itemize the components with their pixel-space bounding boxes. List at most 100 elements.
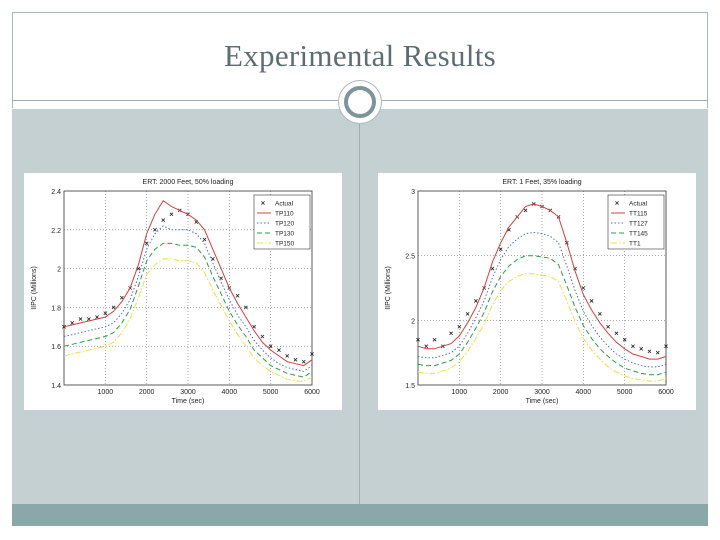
x-tick-label: 1000: [98, 389, 114, 396]
data-point-actual: [655, 350, 660, 355]
data-point-actual: [111, 305, 116, 310]
data-point-actual: [161, 218, 166, 222]
chart-panel-left: 1.4 1.6 1.8 2 2.2 2.4 1000 2000 3000 4000 5000 6000…: [24, 173, 342, 410]
chart-left: 1.4 1.6 1.8 2 2.2 2.4 1000 2000 3000 4000 5000 6000…: [31, 179, 320, 405]
chart-title: ERT: 1 Feet, 35% loading: [502, 179, 581, 186]
data-point-actual: [119, 295, 124, 300]
data-point-actual: [202, 237, 207, 242]
legend-label: TT115: [629, 211, 648, 218]
y-tick-label: 2.5: [405, 254, 415, 261]
data-point-actual: [606, 324, 611, 329]
series-line-tp110: [63, 199, 313, 367]
y-tick-label: 2: [411, 318, 415, 325]
x-tick-label: 3000: [180, 389, 196, 396]
data-point-actual: [169, 212, 174, 217]
x-tick-label: 5000: [617, 389, 633, 396]
data-point-actual: [260, 334, 265, 339]
data-point-actual: [70, 321, 75, 325]
legend-label: TP120: [275, 221, 295, 228]
series-line-tt145: [417, 255, 667, 376]
legend-label: TT1: [629, 241, 641, 248]
data-point-actual: [457, 324, 462, 329]
slide-title: Experimental Results: [223, 38, 497, 73]
data-point-actual: [631, 344, 635, 349]
data-point-actual: [310, 352, 314, 356]
title-rule-right: [382, 100, 708, 101]
x-tick-label: 4000: [222, 389, 238, 396]
data-point-actual: [285, 354, 290, 358]
y-tick-label: 3: [411, 189, 415, 196]
legend-label: TT145: [629, 231, 648, 238]
data-point-actual: [293, 357, 298, 362]
data-point-actual: [153, 227, 157, 232]
y-tick-label: 1.5: [405, 383, 415, 390]
data-point-actual: [301, 359, 306, 364]
y-tick-label: 1.6: [51, 344, 61, 351]
x-tick-label: 6000: [658, 389, 674, 396]
chart-title: ERT: 2000 Feet, 50% loading: [143, 179, 234, 186]
legend-box: [607, 194, 665, 250]
chart-panel-right: 1.5 2 2.5 3 1000 2000 3000 4000 5000 6000 ERT: 1 F…: [378, 173, 696, 410]
data-point-actual: [465, 311, 470, 316]
series-line-tt1: [417, 273, 667, 382]
x-tick-label: 6000: [304, 389, 320, 396]
data-point-actual: [103, 311, 108, 316]
data-point-actual: [252, 324, 257, 329]
series-line-tp130: [63, 242, 313, 378]
data-point-actual: [95, 315, 99, 319]
column-divider: [359, 124, 360, 504]
x-tick-label: 5000: [263, 389, 279, 396]
x-tick-label: 4000: [576, 389, 592, 396]
footer-bar: [12, 504, 708, 526]
series-line-tt115: [417, 203, 667, 360]
y-tick-label: 2.4: [51, 189, 61, 196]
legend-label: TP150: [275, 241, 295, 248]
y-tick-label: 1.4: [51, 383, 61, 390]
data-point-actual: [86, 317, 91, 321]
data-point-actual: [664, 344, 668, 349]
x-tick-label: 3000: [534, 389, 550, 396]
legend-box: [253, 194, 311, 250]
y-tick-label: 2.2: [51, 228, 61, 235]
title-rule-left: [12, 100, 338, 101]
title-circle-ornament: [338, 80, 382, 124]
x-axis-label: Time (sec): [526, 398, 559, 405]
data-point-actual: [432, 337, 437, 342]
data-point-actual: [268, 344, 273, 349]
data-point-actual: [449, 331, 453, 336]
legend-label: Actual: [275, 201, 294, 208]
data-point-actual: [235, 293, 240, 298]
legend-label: TT127: [629, 221, 648, 228]
data-point-actual: [581, 286, 586, 290]
x-tick-label: 2000: [139, 389, 155, 396]
y-tick-label: 1.8: [51, 305, 61, 312]
y-tick-label: 2: [57, 267, 61, 274]
series-line-tp120: [63, 225, 313, 372]
data-point-actual: [416, 337, 420, 342]
data-point-actual: [277, 348, 281, 352]
data-point-actual: [639, 346, 644, 351]
data-point-actual: [622, 337, 627, 342]
series-line-tp150: [63, 258, 313, 382]
legend-marker: [261, 201, 265, 205]
y-axis-label: IIPC (Millions): [385, 266, 392, 310]
x-tick-label: 1000: [452, 389, 468, 396]
data-point-actual: [523, 208, 528, 213]
data-point-actual: [473, 299, 478, 303]
data-point-actual: [597, 311, 602, 316]
data-point-actual: [243, 305, 248, 310]
data-point-actual: [614, 331, 619, 336]
data-point-actual: [144, 241, 149, 246]
legend-marker: [615, 201, 619, 205]
data-point-actual: [78, 317, 83, 321]
data-point-actual: [424, 344, 429, 349]
x-axis-label: Time (sec): [172, 398, 205, 405]
series-line-tt127: [417, 231, 667, 368]
data-point-actual: [490, 266, 495, 271]
chart-right: 1.5 2 2.5 3 1000 2000 3000 4000 5000 6000 ERT: 1 F…: [385, 179, 674, 405]
x-tick-label: 2000: [493, 389, 509, 396]
data-point-actual: [647, 349, 652, 354]
circle-ring: [344, 86, 376, 118]
data-point-actual: [498, 247, 503, 252]
legend-label: Actual: [629, 201, 648, 208]
